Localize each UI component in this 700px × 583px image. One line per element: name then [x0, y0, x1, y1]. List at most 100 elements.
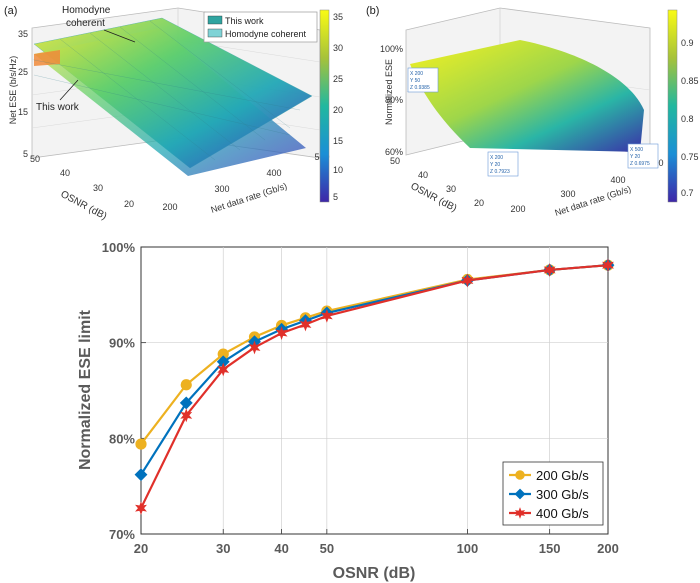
data-point-star: [514, 507, 526, 519]
series-line: [140, 264, 609, 509]
svg-text:Y 50: Y 50: [410, 78, 420, 84]
y-tick-label: 90%: [109, 336, 135, 351]
panel-a-cbar-tick: 30: [333, 43, 343, 53]
svg-text:Y 20: Y 20: [630, 154, 640, 160]
panel-b-cbar-tick: 0.7: [681, 188, 694, 198]
data-point-star: [275, 326, 288, 340]
svg-text:Y 20: Y 20: [490, 162, 500, 168]
panel-a-cbar-tick: 10: [333, 165, 343, 175]
panel-b-zlabel: Normalized ESE: [384, 59, 394, 125]
svg-text:Z 0.9385: Z 0.9385: [410, 85, 430, 91]
panel-b-ztick: 80%: [385, 95, 403, 105]
panel-a-arrow: [103, 29, 136, 43]
x-tick-label: 100: [457, 541, 479, 556]
svg-text:X 200: X 200: [490, 155, 503, 161]
panel-a-3d-surface: (a) Net ESE (b/s/Hz) 5 15 25 35 50: [4, 5, 343, 222]
panel-a-ztick: 5: [23, 149, 28, 159]
svg-text:X 200: X 200: [410, 71, 423, 77]
panel-a-cbar-tick: 25: [333, 74, 343, 84]
data-point-star: [543, 263, 556, 277]
panel-a-xtick: 400: [266, 168, 281, 178]
data-point-circle: [180, 379, 192, 391]
y-tick-label: 80%: [109, 431, 135, 446]
legend-label: 200 Gb/s: [536, 468, 589, 483]
legend-label: 300 Gb/s: [536, 487, 589, 502]
panel-a-ztick: 35: [18, 29, 28, 39]
panel-b-datatip: X 200 Y 50 Z 0.9385: [407, 67, 439, 93]
panel-b-ytick: 50: [390, 156, 400, 166]
panel-a-legend-swatch: [207, 28, 223, 38]
panel-a-cbar-tick: 15: [333, 136, 343, 146]
svg-text:Z 0.7923: Z 0.7923: [490, 169, 510, 175]
panel-a-surface-this-work: [34, 28, 306, 176]
main-x-axis-title: OSNR (dB): [333, 565, 416, 582]
panel-b-xtick: 200: [510, 204, 525, 214]
data-point-diamond: [134, 468, 148, 482]
panel-a-legend-label: Homodyne coherent: [225, 29, 307, 39]
panel-b-ytick: 20: [474, 198, 484, 208]
panel-b-cbar-tick: 0.8: [681, 114, 694, 124]
panel-a-ylabel: OSNR (dB): [59, 189, 109, 222]
panel-a-annotation-coherent: coherent: [66, 18, 105, 29]
svg-text:X 500: X 500: [630, 147, 643, 153]
x-tick-label: 200: [597, 541, 619, 556]
panel-a-cbar-tick: 5: [333, 192, 338, 202]
panel-a-ztick: 25: [18, 67, 28, 77]
panel-a-ytick: 40: [60, 168, 70, 178]
panel-b-ztick: 60%: [385, 147, 403, 157]
panel-b-xtick: 300: [560, 189, 575, 199]
panel-a-arrow: [59, 79, 79, 101]
panel-b-colorbar: [667, 9, 678, 203]
panel-b-ztick: 100%: [380, 44, 403, 54]
panel-a-legend-label: This work: [225, 16, 264, 26]
main-series: [134, 258, 615, 516]
panel-b-datatip: X 200 Y 20 Z 0.7923: [487, 151, 519, 177]
panel-a-label: (a): [4, 5, 17, 17]
main-y-axis-title: Normalized ESE limit: [77, 309, 94, 470]
data-point-star: [602, 258, 614, 273]
data-point-circle: [135, 438, 147, 450]
data-point-circle: [515, 470, 525, 480]
data-point-star: [248, 340, 261, 355]
x-tick-label: 40: [274, 541, 288, 556]
data-point-diamond: [514, 488, 526, 500]
y-tick-label: 70%: [109, 527, 135, 542]
panel-a-cbar-tick: 20: [333, 105, 343, 115]
panel-a-ytick: 50: [30, 154, 40, 164]
panel-b-ytick: 30: [446, 184, 456, 194]
panel-b-xtick: 400: [610, 175, 625, 185]
data-point-star: [299, 317, 312, 332]
panel-a-mesh: [33, 20, 301, 161]
panel-a-cbar-tick: 35: [333, 12, 343, 22]
panel-a-legend: [203, 11, 318, 43]
y-tick-label: 100%: [102, 240, 136, 255]
panel-b-label: (b): [366, 5, 379, 17]
panel-a-ytick: 30: [93, 183, 103, 193]
data-point-star: [320, 309, 333, 323]
x-tick-label: 20: [134, 541, 148, 556]
panel-b-ytick: 40: [418, 170, 428, 180]
main-ticks: 20 30 40 50 100 150 200 70% 80% 90% 100%: [102, 240, 619, 556]
data-point-star: [217, 362, 230, 377]
data-point-star: [135, 501, 147, 516]
panel-a-zlabel: Net ESE (b/s/Hz): [8, 56, 18, 125]
panel-b-cbar-tick: 0.85: [681, 76, 699, 86]
data-point-star: [461, 273, 474, 288]
panel-a-ztick: 15: [18, 107, 28, 117]
panel-b-datatip: X 500 Y 20 Z 0.6975: [627, 143, 659, 169]
panel-a-colorbar: [319, 9, 330, 203]
panel-b-surface: [410, 40, 644, 152]
panel-a-surface-edge: [34, 50, 60, 66]
panel-a-xtick: 300: [214, 184, 229, 194]
panel-a-xtick: 200: [162, 202, 177, 212]
data-point-star: [180, 408, 193, 423]
panel-a-ytick: 20: [124, 199, 134, 209]
legend-label: 400 Gb/s: [536, 506, 589, 521]
panel-a-annotation-homodyne: Homodyne: [62, 5, 111, 16]
x-tick-label: 150: [539, 541, 561, 556]
panel-b-3d-surface: (b) Normalized ESE 100% 80% 60% 50 40 30…: [366, 5, 699, 218]
panel-b-cbar-tick: 0.9: [681, 38, 694, 48]
series-400-gb-s: [135, 258, 614, 516]
x-tick-label: 30: [216, 541, 230, 556]
